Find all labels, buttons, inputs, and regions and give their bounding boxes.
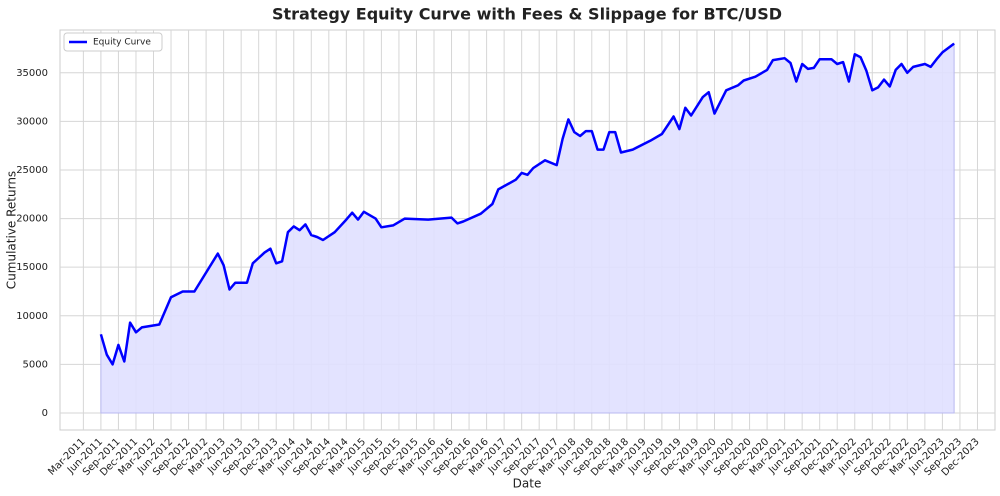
legend-box — [63, 32, 163, 52]
y-tick-label: 30000 — [16, 116, 48, 127]
chart-title: Strategy Equity Curve with Fees & Slippa… — [272, 5, 782, 24]
y-tick-label: 15000 — [16, 262, 48, 273]
y-tick-label: 5000 — [23, 359, 48, 370]
y-axis-label: Cumulative Returns — [5, 171, 19, 289]
y-tick-label: 20000 — [16, 214, 48, 225]
legend: Equity Curve — [63, 32, 163, 52]
y-tick-label: 35000 — [16, 68, 48, 79]
y-tick-label: 10000 — [16, 311, 48, 322]
y-tick-label: 0 — [42, 408, 48, 419]
y-tick-label: 25000 — [16, 165, 48, 176]
x-axis-label: Date — [513, 477, 542, 491]
equity-line — [99, 42, 955, 366]
legend-label: Equity Curve — [93, 38, 151, 48]
